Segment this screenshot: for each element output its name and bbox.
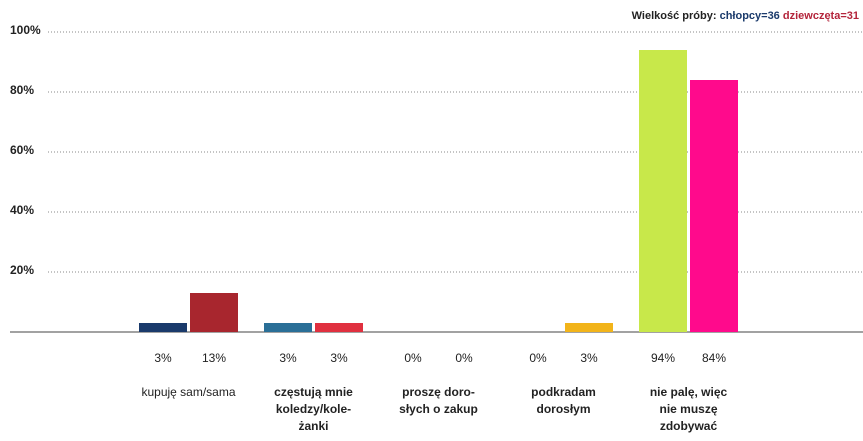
data-label: 3%: [279, 351, 297, 365]
bar-dziewczęta: [315, 323, 363, 332]
y-tick-label: 100%: [10, 23, 41, 37]
category-label-line: nie muszę: [634, 401, 744, 418]
data-label: 0%: [455, 351, 473, 365]
data-label: 0%: [529, 351, 547, 365]
bar-chłopcy: [264, 323, 312, 332]
category-label-line: nie palę, więc: [634, 384, 744, 401]
category-label-line: zdobywać: [634, 418, 744, 435]
data-label: 3%: [580, 351, 598, 365]
bar-dziewczęta: [690, 80, 738, 332]
category-label-line: koledzy/kole-: [259, 401, 369, 418]
y-tick-label: 20%: [10, 263, 34, 277]
data-label: 3%: [154, 351, 172, 365]
category-label-line: częstują mnie: [259, 384, 369, 401]
y-tick-label: 60%: [10, 143, 34, 157]
category-label-line: słych o zakup: [384, 401, 494, 418]
category-label: podkradam dorosłym: [509, 384, 619, 418]
bar-chłopcy: [639, 50, 687, 332]
category-label: częstują mnie koledzy/kole-żanki: [259, 384, 369, 435]
y-tick-label: 40%: [10, 203, 34, 217]
data-label: 13%: [202, 351, 226, 365]
category-label-line: żanki: [259, 418, 369, 435]
bar-dziewczęta: [190, 293, 238, 332]
data-label: 84%: [702, 351, 726, 365]
bar-dziewczęta: [565, 323, 613, 332]
category-label: proszę doro-słych o zakup: [384, 384, 494, 418]
data-label: 3%: [330, 351, 348, 365]
category-label: nie palę, więc nie muszę zdobywać: [634, 384, 744, 435]
category-label-line: dorosłym: [509, 401, 619, 418]
category-label-line: podkradam: [509, 384, 619, 401]
category-label: kupuję sam/sama: [134, 384, 244, 401]
category-label-line: proszę doro-: [384, 384, 494, 401]
bar-chłopcy: [139, 323, 187, 332]
category-label-line: kupuję sam/sama: [134, 384, 244, 401]
data-label: 0%: [404, 351, 422, 365]
y-tick-label: 80%: [10, 83, 34, 97]
data-label: 94%: [651, 351, 675, 365]
